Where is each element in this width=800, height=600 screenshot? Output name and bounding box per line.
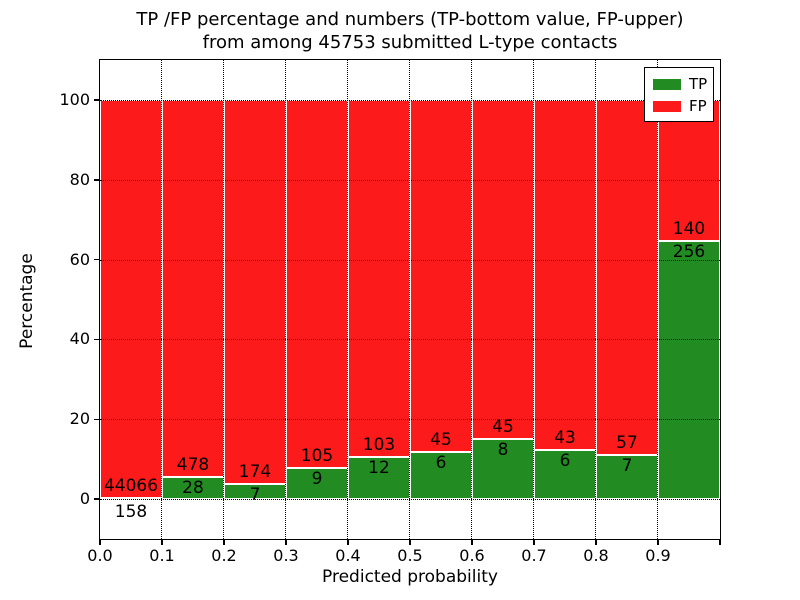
- x-tick-label: 0.5: [397, 546, 423, 565]
- bar-segment-tp: [658, 241, 720, 500]
- bar-segment-fp: [410, 99, 472, 453]
- y-tick-label: 20: [69, 409, 90, 429]
- bar-segment-fp: [286, 99, 348, 468]
- bar-segment-tp: [286, 467, 348, 500]
- bar-segment-fp: [100, 99, 162, 498]
- bar-segment-tp: [100, 497, 162, 500]
- x-tick-mark: [347, 539, 349, 545]
- fp-legend-swatch: [653, 100, 681, 112]
- x-tick-label: 0.9: [645, 546, 671, 565]
- x-tick-mark: [533, 539, 535, 545]
- bar-segment-tp: [534, 450, 596, 500]
- fp-count-label: 174: [238, 461, 272, 482]
- y-tick-mark: [94, 179, 100, 181]
- x-tick-label: 0.1: [149, 546, 175, 565]
- bar-segment-fp: [534, 99, 596, 451]
- fp-count-label: 45: [430, 430, 452, 451]
- x-tick-mark: [471, 539, 473, 545]
- bar-segment-tp: [348, 457, 410, 500]
- x-tick-label: 0.4: [335, 546, 361, 565]
- y-axis-label: Percentage: [17, 253, 37, 349]
- horizontal-gridline: [100, 499, 720, 501]
- tp-count-label: 9: [311, 468, 323, 489]
- y-tick-mark: [94, 418, 100, 420]
- bar-segment-fp: [348, 99, 410, 458]
- x-tick-label: 0.3: [273, 546, 299, 565]
- y-tick-label: 100: [59, 89, 90, 109]
- bar-segment-fp: [472, 99, 534, 439]
- tp-count-label: 6: [435, 453, 447, 474]
- legend-item: FP: [645, 95, 713, 117]
- legend: TP FP: [644, 67, 714, 122]
- x-tick-label: 0.6: [459, 546, 485, 565]
- legend-item: TP: [645, 73, 713, 95]
- tp-legend-swatch: [653, 78, 681, 90]
- x-tick-label: 0.8: [583, 546, 609, 565]
- fp-count-label: 478: [176, 454, 210, 475]
- plot-area: TP FP 44066 158 478 28 174 7 105 9 103 12 45 6 45 8 43 6…: [99, 59, 721, 540]
- chart-title-line2: from among 45753 submitted L-type contac…: [202, 32, 618, 53]
- y-tick-mark: [94, 99, 100, 101]
- x-tick-mark: [719, 539, 721, 545]
- bar-segment-fp: [658, 99, 720, 242]
- legend-label: FP: [689, 97, 707, 115]
- x-tick-label: 0.0: [87, 546, 113, 565]
- y-tick-mark: [94, 258, 100, 261]
- y-tick-label: 40: [69, 329, 90, 349]
- x-tick-mark: [99, 539, 101, 545]
- tp-count-label: 6: [559, 451, 571, 472]
- tp-count-label: 28: [182, 477, 204, 498]
- tp-count-label: 7: [621, 456, 633, 477]
- x-tick-label: 0.7: [521, 546, 547, 565]
- fp-count-label: 43: [554, 428, 576, 449]
- x-tick-mark: [409, 539, 411, 545]
- bar-segment-tp: [472, 438, 534, 500]
- bar-segment-fp: [162, 99, 224, 477]
- x-tick-mark: [223, 539, 225, 545]
- tp-count-label: 8: [497, 439, 509, 460]
- fp-count-label: 105: [300, 445, 334, 466]
- x-tick-mark: [285, 539, 287, 545]
- tp-count-label: 158: [114, 502, 148, 523]
- fp-count-label: 45: [492, 416, 514, 437]
- y-tick-label: 80: [69, 169, 90, 189]
- tp-count-label: 12: [368, 458, 390, 479]
- chart-title: TP /FP percentage and numbers (TP-bottom…: [110, 8, 710, 54]
- bar-segment-fp: [224, 99, 286, 484]
- x-tick-mark: [657, 539, 659, 545]
- fp-count-label: 57: [616, 433, 638, 454]
- x-tick-mark: [161, 539, 163, 545]
- bar-segment-tp: [410, 452, 472, 500]
- legend-label: TP: [689, 75, 708, 93]
- fp-count-label: 44066: [103, 475, 159, 496]
- x-tick-mark: [595, 539, 597, 545]
- fp-count-label: 103: [362, 435, 396, 456]
- tp-count-label: 256: [672, 242, 706, 263]
- y-tick-label: 0: [79, 489, 90, 509]
- y-tick-label: 60: [69, 249, 90, 269]
- chart-title-line1: TP /FP percentage and numbers (TP-bottom…: [136, 9, 684, 30]
- y-tick-mark: [94, 498, 100, 500]
- x-axis-label: Predicted probability: [322, 567, 498, 587]
- fp-count-label: 140: [672, 219, 706, 240]
- tp-count-label: 7: [249, 484, 261, 505]
- bar-segment-fp: [596, 99, 658, 456]
- x-tick-label: 0.2: [211, 546, 237, 565]
- y-tick-mark: [94, 338, 100, 341]
